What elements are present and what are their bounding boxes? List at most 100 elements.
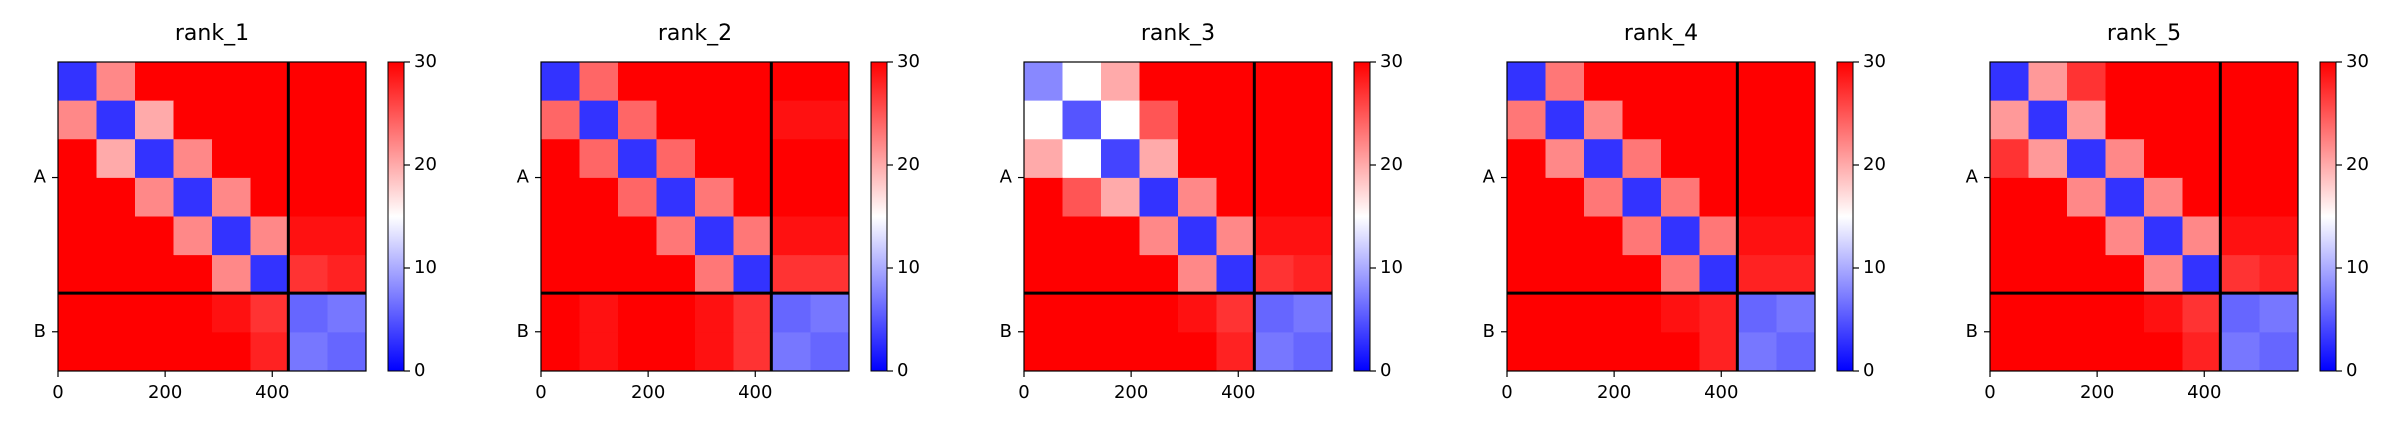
heatmap-cell [1699,255,1739,295]
heatmap-cell [2221,293,2260,333]
heatmap-cell [173,100,213,140]
heatmap-cell [541,293,580,333]
heatmap-cell [212,177,251,217]
heatmap-cell [1990,139,2029,179]
heatmap-cell [1699,293,1739,333]
heatmap-cell [2105,293,2145,333]
heatmap-cell [1507,62,1546,102]
heatmap-cell [1062,332,1102,372]
heatmap-cell [772,100,811,140]
heatmap-cell [733,332,773,372]
heatmap-cell [1776,332,1816,372]
heatmap-cell [1622,177,1662,217]
heatmap-cell [1990,216,2029,256]
heatmap-cell [618,177,657,217]
heatmap-cell [1738,177,1777,217]
heatmap-cell [695,332,734,372]
heatmap-cell [58,216,97,256]
heatmap-cell [695,216,734,256]
heatmap-cell [1024,177,1063,217]
heatmap-cell [1661,139,1700,179]
heatmap-cell [2067,139,2106,179]
heatmap-cell [1699,62,1739,102]
heatmap-cell [1584,216,1623,256]
heatmap-cell [1738,62,1777,102]
heatmap-cell [1139,332,1179,372]
heatmap-cell [135,177,174,217]
heatmap-cell [250,100,290,140]
heatmap-cell [1216,332,1256,372]
heatmap-cell [772,62,811,102]
heatmap-cell [772,332,811,372]
heatmap-cell [2182,177,2222,217]
heatmap-cell [2259,100,2299,140]
colorbar-tick-label: 10 [897,257,920,278]
heatmap-cell [250,293,290,333]
heatmap-cell [327,255,367,295]
heatmap-cell [1738,216,1777,256]
heatmap-cell [1776,177,1816,217]
heatmap-cell [135,216,174,256]
heatmap-cell [2105,255,2145,295]
heatmap-cell [1178,62,1217,102]
heatmap-cell [1216,255,1256,295]
heatmap-cell [579,139,619,179]
heatmap-cell [1545,216,1585,256]
heatmap-cell [289,177,328,217]
heatmap-cell [656,177,696,217]
heatmap-cell [2028,216,2068,256]
heatmap-cell [212,332,251,372]
heatmap-cell [772,255,811,295]
heatmap-cell [656,139,696,179]
heatmap-cell [1622,139,1662,179]
heatmap-cell [1139,255,1179,295]
heatmap-cell [2182,62,2222,102]
heatmap-cell [1101,177,1140,217]
colorbar [2319,61,2337,372]
colorbar-tick-label: 0 [1863,360,1874,381]
heatmap-cell [656,100,696,140]
heatmap-cell [2221,62,2260,102]
heatmap-cell [1584,293,1623,333]
heatmap-cell [2105,139,2145,179]
heatmap-cell [2067,216,2106,256]
heatmap-cell [1255,177,1294,217]
heatmap-cell [1255,62,1294,102]
heatmap-cell [2182,139,2222,179]
heatmap-cell [2259,332,2299,372]
heatmap-cell [327,293,367,333]
heatmap-cell [1024,100,1063,140]
y-tick-label: A [1000,167,1013,188]
heatmap-cell [289,139,328,179]
heatmap-cell [1293,100,1333,140]
heatmap-cell [2182,255,2222,295]
heatmap-cell [1622,255,1662,295]
heatmap-cell [2067,177,2106,217]
heatmap-cell [2144,139,2183,179]
colorbar-tick-label: 30 [897,51,920,72]
heatmap-cell [1699,100,1739,140]
heatmap-cell [2028,177,2068,217]
heatmap-cell [96,293,136,333]
heatmap-cell [1178,332,1217,372]
heatmap-cell [1776,62,1816,102]
heatmap-cell [1139,293,1179,333]
heatmap-cell [2259,293,2299,333]
heatmap-cell [96,332,136,372]
heatmap-cell [1255,332,1294,372]
heatmap-cell [212,293,251,333]
heatmap-cell [1062,293,1102,333]
heatmap-cell [1216,100,1256,140]
heatmap-cell [1584,100,1623,140]
heatmap-cell [2221,100,2260,140]
panel-title: rank_3 [1141,21,1215,46]
panel-title: rank_2 [658,21,732,46]
heatmap-cell [1178,293,1217,333]
heatmap-cell [2144,293,2183,333]
heatmap-cell [2221,255,2260,295]
heatmap-cell [2144,100,2183,140]
heatmap-cell [1101,216,1140,256]
heatmap-cell [1139,216,1179,256]
heatmap-cell [656,293,696,333]
colorbar-tick-label: 20 [2346,154,2369,175]
